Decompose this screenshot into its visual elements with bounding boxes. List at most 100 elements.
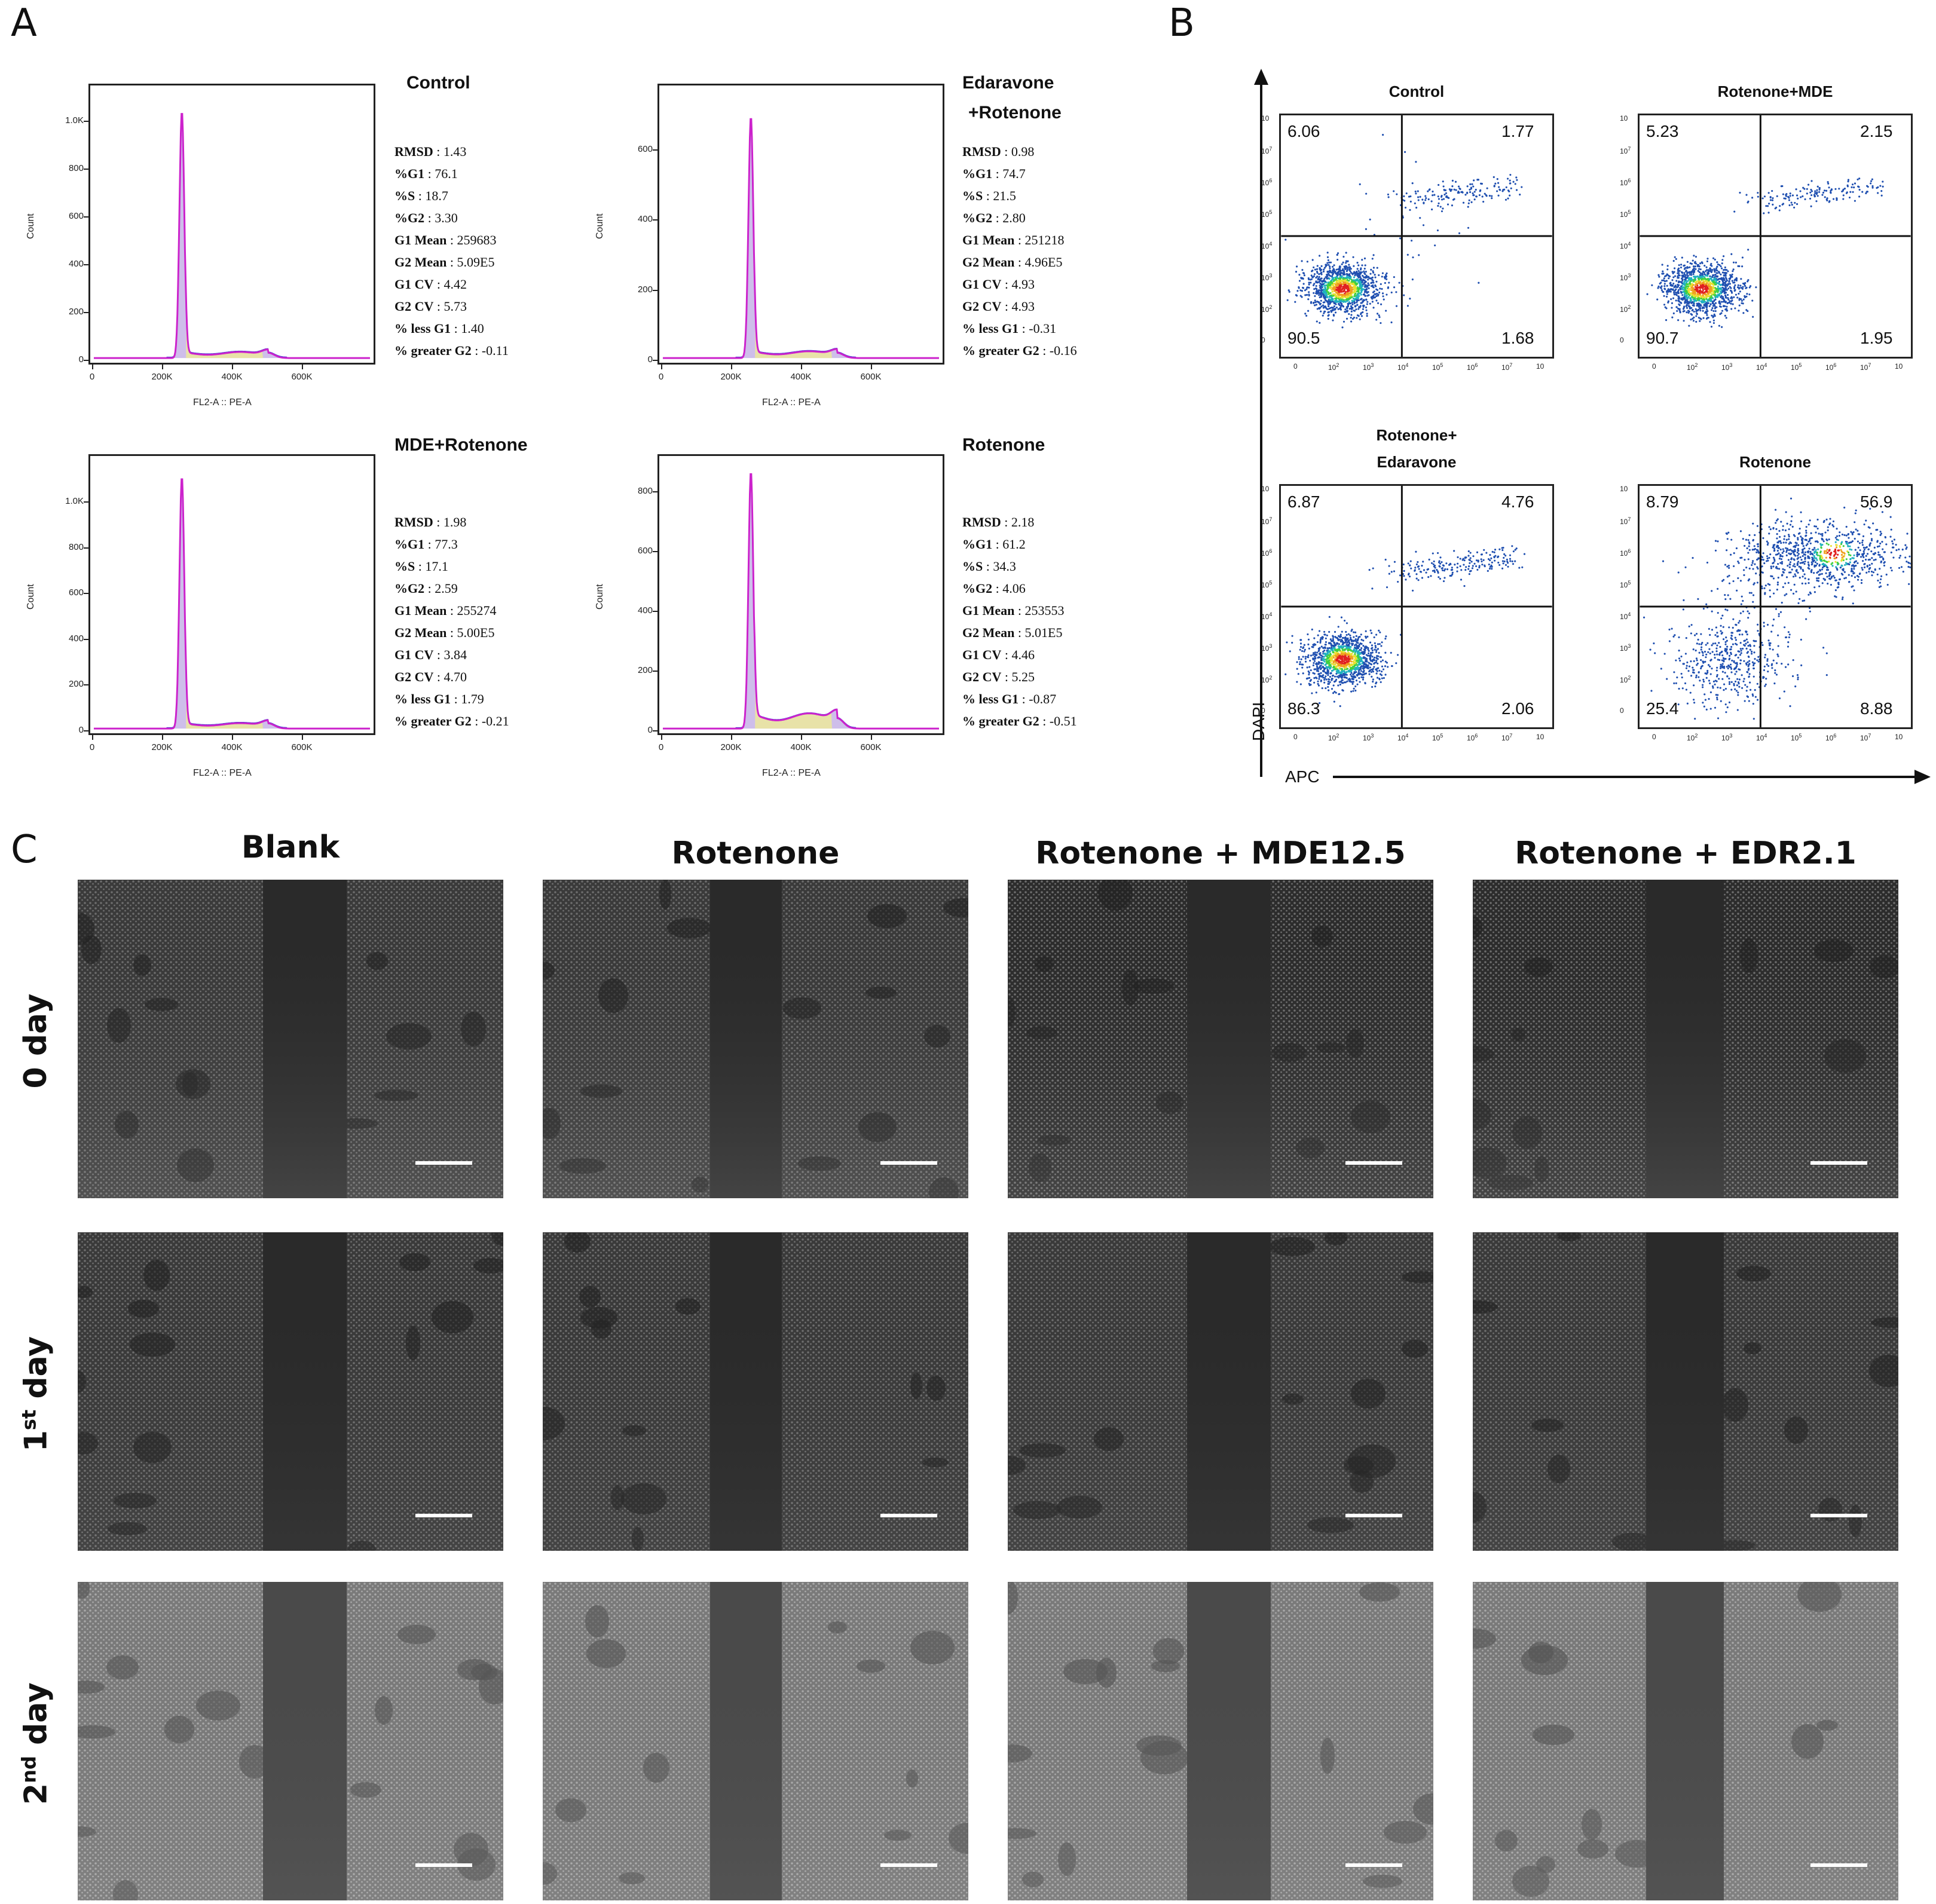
stat-value: 17.1 — [425, 559, 448, 574]
stat-row: %G2 : 2.80 — [962, 207, 1077, 229]
scale-bar — [1345, 1161, 1402, 1165]
x-log-tick: 107 — [1860, 362, 1871, 372]
y-tick-label: 400 — [637, 214, 653, 225]
x-tick-label: 400K — [221, 742, 243, 752]
y-log-tick: 105 — [1620, 209, 1631, 219]
quadrant-lower-right: 2.06 — [1501, 699, 1534, 718]
y-tick-label: 1.0K — [65, 115, 84, 125]
row-label-base: 2 — [18, 1783, 54, 1805]
stat-name: G2 Mean — [394, 625, 447, 640]
illumination-gradient — [78, 1582, 503, 1900]
quadrant-upper-left: 5.23 — [1646, 122, 1679, 140]
y-log-tick: 103 — [1620, 273, 1631, 282]
y-log-tick-exponent: 2 — [1628, 675, 1631, 681]
y-tick-mark — [84, 121, 88, 122]
stat-name: RMSD — [394, 515, 433, 529]
micrograph-r1-c1 — [78, 880, 503, 1198]
stat-row: G1 CV : 4.42 — [394, 273, 509, 295]
stat-row: %G1 : 76.1 — [394, 163, 509, 185]
stat-name: G2 Mean — [962, 625, 1015, 640]
y-tick-label: 800 — [68, 541, 84, 552]
stat-name: % greater G2 — [962, 714, 1039, 728]
x-log-tick: 10 — [1895, 362, 1903, 371]
x-log-tick: 104 — [1397, 733, 1409, 742]
y-log-tick: 104 — [1261, 241, 1273, 250]
x-log-tick: 104 — [1397, 362, 1409, 372]
y-tick-label: 400 — [68, 259, 84, 269]
stat-value: 2.80 — [1002, 210, 1026, 225]
stat-separator: : — [1014, 232, 1025, 247]
y-log-tick: 103 — [1261, 273, 1273, 282]
y-log-tick-exponent: 7 — [1269, 516, 1273, 522]
y-log-tick-exponent: 3 — [1269, 273, 1273, 278]
dot-cloud — [1284, 134, 1523, 329]
stat-name: %S — [394, 559, 415, 574]
stat-row: G2 Mean : 5.01E5 — [962, 622, 1077, 644]
x-axis-label: FL2-A :: PE-A — [193, 397, 252, 408]
micrograph-r2-c2 — [543, 1232, 968, 1551]
x-tick-label: 400K — [790, 372, 812, 382]
quadrant-lower-right: 1.68 — [1501, 329, 1534, 347]
stat-name: G1 CV — [962, 277, 1002, 292]
stat-value: 5.73 — [444, 299, 467, 314]
x-tick-mark — [92, 365, 93, 369]
y-tick-mark — [84, 501, 88, 503]
scale-bar — [1810, 1863, 1867, 1867]
model-fit-line — [93, 483, 371, 730]
stat-value: 5.01E5 — [1024, 625, 1063, 640]
panel-label-b: B — [1169, 1, 1195, 45]
x-tick-mark — [162, 365, 163, 369]
stat-separator: : — [424, 581, 435, 596]
y-tick-mark — [84, 360, 88, 361]
histogram-fill — [93, 114, 371, 359]
stat-row: G2 Mean : 5.09E5 — [394, 251, 509, 273]
x-tick-label: 0 — [658, 372, 664, 382]
stat-separator: : — [1001, 669, 1012, 684]
x-log-tick: 107 — [1501, 733, 1513, 742]
y-tick-label: 0 — [647, 354, 653, 365]
y-log-tick-exponent: 6 — [1269, 548, 1273, 554]
y-tick-mark — [653, 219, 657, 221]
stat-row: G2 CV : 4.93 — [962, 295, 1077, 317]
x-log-tick: 103 — [1363, 362, 1374, 372]
stat-row: %S : 34.3 — [962, 555, 1077, 577]
stat-name: G2 CV — [394, 669, 434, 684]
s-phase-fill — [755, 670, 832, 729]
stat-name: G1 Mean — [394, 232, 447, 247]
panel-b-ylabel: DAPI — [1249, 702, 1268, 741]
illumination-gradient — [1473, 880, 1898, 1198]
y-log-tick-exponent: 4 — [1269, 241, 1273, 247]
stat-separator: : — [1039, 343, 1050, 358]
stat-row: %G2 : 4.06 — [962, 577, 1077, 599]
stat-row: % greater G2 : -0.51 — [962, 710, 1077, 732]
stat-value: 74.7 — [1002, 166, 1026, 181]
stat-row: G2 CV : 4.70 — [394, 666, 509, 688]
stat-name: G2 CV — [962, 669, 1002, 684]
x-tick-mark — [801, 735, 802, 740]
quadrant-upper-left: 6.06 — [1287, 122, 1320, 140]
stat-separator: : — [1014, 255, 1025, 270]
dot-plot-title: Control — [1388, 82, 1445, 100]
histogram-2 — [657, 84, 944, 365]
x-log-tick-exponent: 3 — [1371, 733, 1374, 739]
y-tick-label: 200 — [637, 284, 653, 295]
x-log-tick: 0 — [1652, 362, 1656, 371]
x-log-tick-exponent: 4 — [1405, 362, 1409, 368]
x-tick-label: 200K — [720, 372, 742, 382]
x-tick-label: 600K — [860, 742, 882, 752]
stat-value: -0.11 — [481, 343, 509, 358]
y-log-tick: 104 — [1620, 611, 1631, 621]
x-tick-mark — [731, 735, 732, 740]
x-tick-label: 600K — [860, 372, 882, 382]
stat-name: % greater G2 — [394, 343, 472, 358]
x-log-tick: 10 — [1536, 733, 1544, 741]
x-log-tick: 102 — [1687, 362, 1698, 372]
stat-name: RMSD — [394, 144, 433, 159]
y-tick-label: 800 — [637, 486, 653, 496]
micrograph-r3-c4 — [1473, 1582, 1898, 1900]
illumination-gradient — [543, 880, 968, 1198]
quadrant-lower-left: 90.7 — [1646, 329, 1679, 347]
row-label-rest: day — [18, 1336, 54, 1410]
y-tick-label: 600 — [637, 144, 653, 154]
y-log-tick-exponent: 2 — [1628, 304, 1631, 310]
